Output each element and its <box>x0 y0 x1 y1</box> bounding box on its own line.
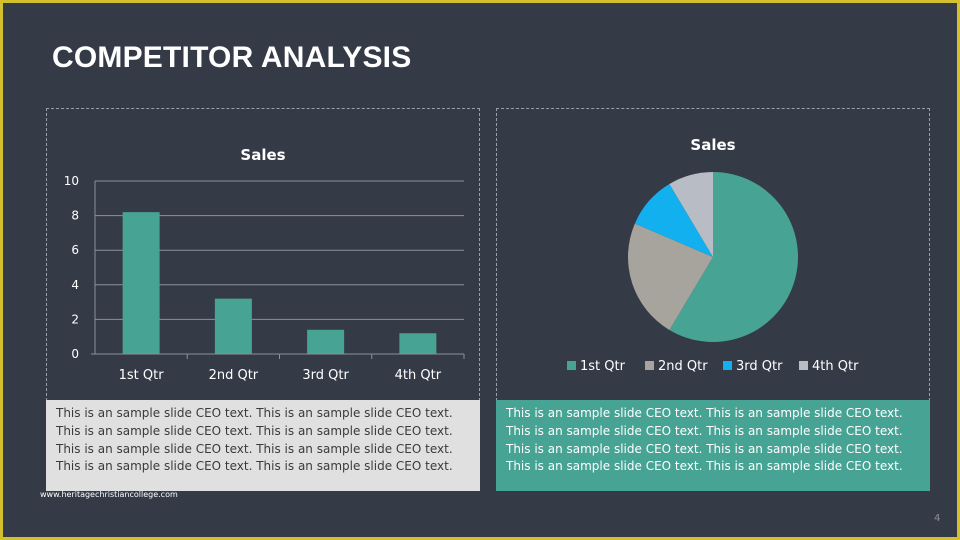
legend-swatch <box>645 361 654 370</box>
right-text-line: This is an sample slide CEO text. This i… <box>506 423 903 438</box>
footer-url: www.heritagechristiancollege.com <box>40 490 178 499</box>
right-text-line: This is an sample slide CEO text. This i… <box>506 459 903 474</box>
left-text-line: This is an sample slide CEO text. This i… <box>56 423 453 438</box>
legend-label: 2nd Qtr <box>658 359 708 374</box>
right-text-line: This is an sample slide CEO text. This i… <box>506 406 903 420</box>
legend-label: 3rd Qtr <box>736 359 783 374</box>
x-tick-label: 4th Qtr <box>395 368 442 383</box>
y-tick-label: 2 <box>71 312 79 326</box>
left-text-line: This is an sample slide CEO text. This i… <box>56 441 453 456</box>
left-text-line: This is an sample slide CEO text. This i… <box>56 459 453 474</box>
bar-chart-panel: Sales 0 2 4 6 8 10 1st Qtr 2nd Qtr 3rd Qtr 4th Qtr <box>46 108 480 401</box>
pie-chart-title: Sales <box>690 136 735 154</box>
x-tick-label: 1st Qtr <box>119 368 165 383</box>
left-text-box: This is an sample slide CEO text. This i… <box>46 400 480 491</box>
pie-slice <box>628 223 713 330</box>
bar-chart: Sales 0 2 4 6 8 10 1st Qtr 2nd Qtr 3rd Qtr 4th Qtr <box>64 146 465 383</box>
y-tick-label: 10 <box>64 174 79 188</box>
x-tick-label: 2nd Qtr <box>209 368 259 383</box>
pie-chart: Sales 1st Qtr 2nd Qtr 3rd Qtr 4th Qtr <box>567 136 859 374</box>
slide: COMPETITOR ANALYSIS Sales 0 2 4 6 8 10 1st Qtr 2… <box>3 3 957 537</box>
legend-swatch <box>723 361 732 370</box>
legend-label: 1st Qtr <box>580 359 626 374</box>
bar <box>399 333 437 354</box>
bar <box>122 212 160 354</box>
pie-slice <box>634 184 713 257</box>
bar <box>214 298 252 354</box>
pie-slice <box>669 172 713 257</box>
page-number: 4 <box>934 513 941 524</box>
y-tick-label: 8 <box>71 209 79 223</box>
legend-swatch <box>799 361 808 370</box>
slide-title: COMPETITOR ANALYSIS <box>52 41 412 74</box>
legend-label: 4th Qtr <box>812 359 859 374</box>
y-tick-label: 4 <box>71 278 79 292</box>
pie-slice <box>669 172 798 342</box>
y-tick-label: 6 <box>71 243 79 257</box>
y-tick-label: 0 <box>71 347 79 361</box>
bar-chart-title: Sales <box>240 146 285 164</box>
legend-swatch <box>567 361 576 370</box>
left-text-line: This is an sample slide CEO text. This i… <box>56 406 453 420</box>
x-tick-label: 3rd Qtr <box>302 368 349 383</box>
right-text-box: This is an sample slide CEO text. This i… <box>496 400 930 491</box>
pie-chart-panel: Sales 1st Qtr 2nd Qtr 3rd Qtr 4th Qtr <box>496 108 930 401</box>
right-text-line: This is an sample slide CEO text. This i… <box>506 441 903 456</box>
bar <box>307 329 345 354</box>
